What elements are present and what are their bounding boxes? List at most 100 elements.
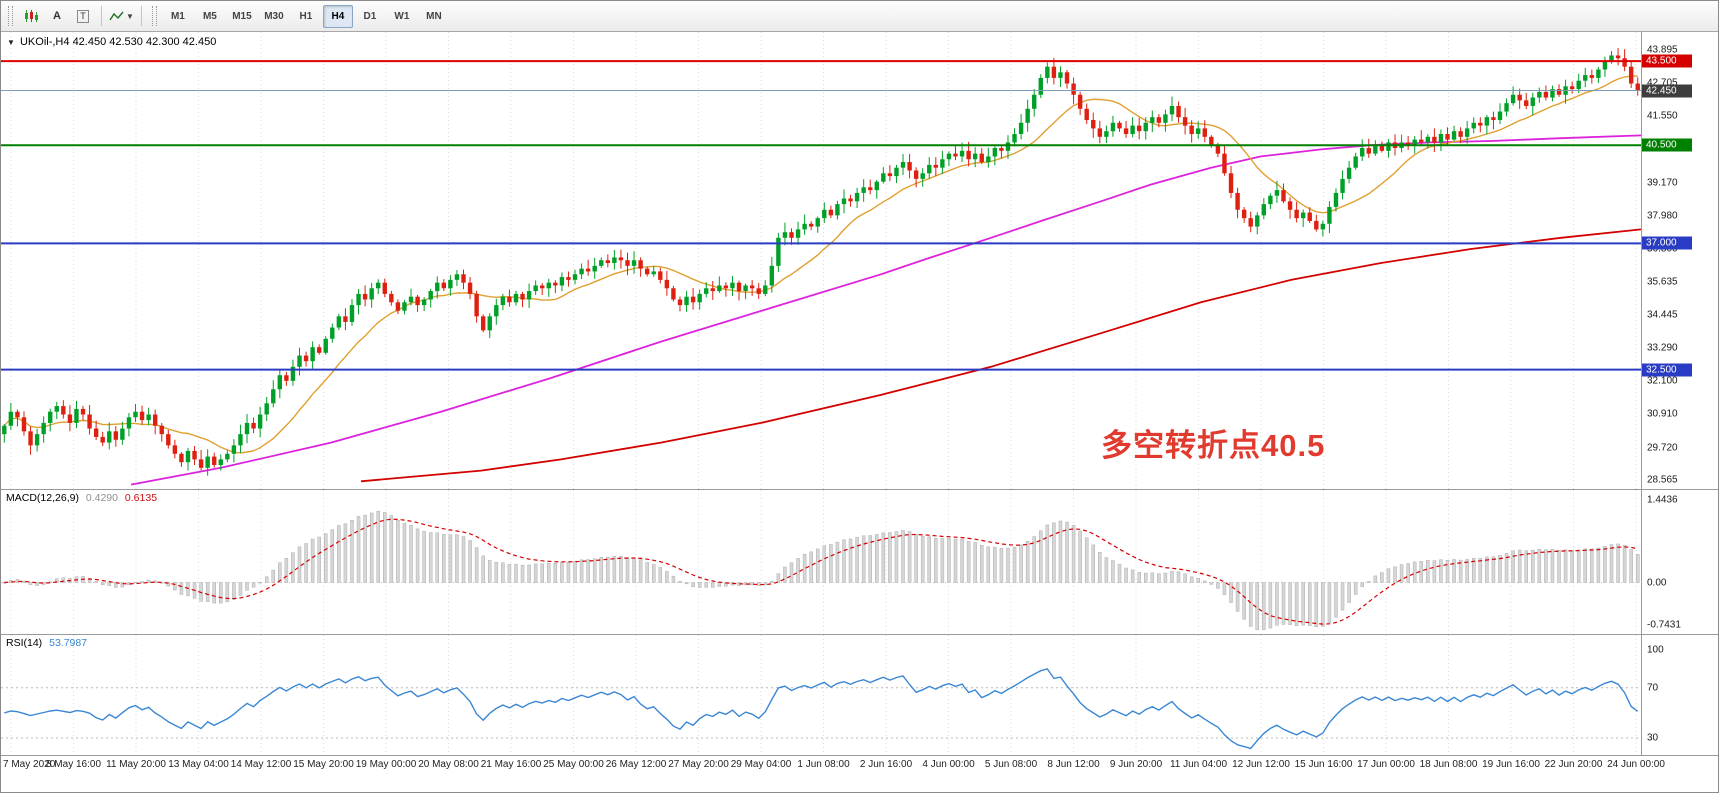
time-tick: 24 Jun 00:00 bbox=[1607, 759, 1665, 770]
macd-axis[interactable]: 1.4436 0.00 -0.7431 bbox=[1641, 490, 1718, 634]
price-tick: 33.290 bbox=[1647, 342, 1678, 353]
macd-main-value: 0.4290 bbox=[85, 492, 118, 504]
chart-symbol: UKOil-,H4 bbox=[19, 36, 70, 48]
bar-chart-icon bbox=[25, 10, 38, 22]
time-tick: 2 Jun 16:00 bbox=[859, 759, 913, 770]
rsi-plot[interactable]: RSI(14) 53.7987 bbox=[1, 635, 1641, 755]
indicator-zigzag-icon bbox=[109, 11, 124, 21]
toolbar-separator bbox=[101, 6, 102, 26]
macd-tick: 1.4436 bbox=[1647, 494, 1678, 506]
macd-name: MACD(12,26,9) bbox=[6, 492, 79, 504]
time-tick: 26 May 12:00 bbox=[605, 759, 667, 770]
chevron-down-icon: ▼ bbox=[126, 11, 134, 21]
timeframe-m30[interactable]: M30 bbox=[264, 10, 284, 22]
price-tick: 34.445 bbox=[1647, 309, 1678, 321]
time-tick: 15 Jun 16:00 bbox=[1294, 759, 1353, 770]
timeframe-m15[interactable]: M15 bbox=[232, 10, 252, 22]
rsi-name: RSI(14) bbox=[6, 637, 43, 649]
price-tag: 43.500 bbox=[1642, 54, 1692, 68]
chart-type-button[interactable] bbox=[19, 4, 43, 28]
price-tag: 37.000 bbox=[1642, 236, 1692, 250]
toolbar-separator bbox=[140, 6, 142, 26]
text-label-icon: A bbox=[53, 10, 61, 22]
macd-chart[interactable] bbox=[1, 490, 1641, 634]
price-tick: 37.980 bbox=[1647, 210, 1678, 222]
macd-signal-value: 0.6135 bbox=[124, 492, 158, 504]
timeframe-h4[interactable]: H4 bbox=[322, 4, 353, 28]
time-tick: 13 May 04:00 bbox=[168, 759, 229, 770]
macd-label: MACD(12,26,9) 0.4290 0.6135 bbox=[6, 492, 157, 504]
main-chart-plot[interactable]: ▼ UKOil-,H4 42.450 42.530 42.300 42.450 … bbox=[1, 32, 1641, 489]
price-tag: 32.500 bbox=[1642, 363, 1692, 377]
rsi-tick: 100 bbox=[1647, 644, 1664, 656]
time-tick: 18 Jun 08:00 bbox=[1419, 759, 1478, 770]
time-tick: 8 May 16:00 bbox=[45, 759, 102, 770]
chart-ohlc-values: 42.450 42.530 42.300 42.450 bbox=[72, 36, 217, 48]
timeframe-mn[interactable]: MN bbox=[426, 10, 442, 22]
rsi-chart[interactable] bbox=[1, 635, 1641, 755]
time-tick: 7 May 2020 bbox=[3, 759, 56, 770]
time-tick: 8 Jun 12:00 bbox=[1047, 759, 1100, 770]
collapse-triangle-icon[interactable]: ▼ bbox=[7, 38, 15, 47]
time-axis[interactable]: 7 May 2020 8 May 16:00 11 May 20:00 13 May … bbox=[1, 756, 1718, 792]
time-tick: 11 Jun 04:00 bbox=[1169, 759, 1228, 770]
price-tag: 42.450 bbox=[1642, 84, 1692, 97]
time-tick: 15 May 20:00 bbox=[293, 759, 354, 770]
time-tick: 12 Jun 12:00 bbox=[1232, 759, 1290, 770]
timeframe-w1[interactable]: W1 bbox=[394, 10, 410, 22]
macd-tick: 0.00 bbox=[1647, 577, 1667, 588]
timeframe-h1[interactable]: H1 bbox=[299, 10, 313, 22]
time-tick: 20 May 08:00 bbox=[418, 759, 479, 770]
time-tick: 29 May 04:00 bbox=[730, 759, 792, 770]
indicators-button[interactable]: ▼ bbox=[108, 4, 135, 28]
price-tick: 41.550 bbox=[1647, 110, 1678, 122]
rsi-value: 53.7987 bbox=[49, 637, 88, 649]
price-tick: 35.635 bbox=[1647, 276, 1678, 288]
price-tick: 28.565 bbox=[1647, 474, 1678, 486]
toolbar-grip[interactable] bbox=[151, 6, 157, 26]
rsi-label: RSI(14) 53.7987 bbox=[6, 637, 87, 649]
price-axis[interactable]: 43.89542.70541.55039.17037.98036.80035.6… bbox=[1641, 32, 1718, 489]
timeframe-m5[interactable]: M5 bbox=[202, 10, 217, 22]
time-tick: 22 Jun 20:00 bbox=[1544, 759, 1603, 770]
time-tick: 4 Jun 00:00 bbox=[922, 759, 975, 770]
timeframe-d1[interactable]: D1 bbox=[363, 10, 377, 22]
time-tick: 14 May 12:00 bbox=[230, 759, 292, 770]
time-tick: 27 May 20:00 bbox=[668, 759, 729, 770]
price-tick: 42.705 bbox=[1647, 78, 1678, 89]
macd-tick: -0.7431 bbox=[1647, 619, 1681, 631]
main-chart-panel: ▼ UKOil-,H4 42.450 42.530 42.300 42.450 … bbox=[1, 32, 1718, 490]
time-tick: 9 Jun 20:00 bbox=[1109, 759, 1163, 770]
annotation-text[interactable]: 多空转折点40.5 bbox=[1101, 428, 1326, 463]
time-tick: 21 May 16:00 bbox=[480, 759, 542, 770]
time-tick: 11 May 20:00 bbox=[106, 759, 166, 770]
text-label-button[interactable]: A bbox=[45, 4, 69, 28]
rsi-tick: 70 bbox=[1647, 682, 1659, 694]
rsi-tick: 30 bbox=[1647, 732, 1659, 744]
toolbar-grip[interactable] bbox=[8, 6, 13, 26]
price-tag: 40.500 bbox=[1642, 138, 1692, 152]
time-tick: 17 Jun 00:00 bbox=[1357, 759, 1415, 770]
price-tick: 39.170 bbox=[1647, 177, 1678, 188]
price-tick: 30.910 bbox=[1647, 408, 1678, 420]
time-tick: 5 Jun 08:00 bbox=[984, 759, 1038, 770]
text-box-icon: T bbox=[77, 9, 89, 23]
price-tick: 43.895 bbox=[1647, 44, 1678, 56]
macd-plot[interactable]: MACD(12,26,9) 0.4290 0.6135 bbox=[1, 490, 1641, 634]
time-tick: 1 Jun 08:00 bbox=[797, 759, 850, 770]
candlestick-chart[interactable] bbox=[1, 32, 1641, 489]
time-tick: 25 May 00:00 bbox=[543, 759, 604, 770]
chart-title: ▼ UKOil-,H4 42.450 42.530 42.300 42.450 bbox=[7, 36, 216, 48]
macd-panel: MACD(12,26,9) 0.4290 0.6135 1.4436 0.00 -0… bbox=[1, 490, 1718, 635]
rsi-panel: RSI(14) 53.7987 100 70 30 bbox=[1, 635, 1718, 756]
timeframe-group: M1 M5 M15 M30 H1 H4 D1 W1 MN bbox=[162, 4, 450, 28]
price-tick: 29.720 bbox=[1647, 442, 1678, 454]
price-tick: 32.100 bbox=[1647, 375, 1678, 387]
time-tick: 19 May 00:00 bbox=[355, 759, 417, 770]
toolbar: A T ▼ M1 M5 M15 M30 H1 H4 D1 W1 MN bbox=[1, 1, 1718, 32]
rsi-axis[interactable]: 100 70 30 bbox=[1641, 635, 1718, 755]
text-box-button[interactable]: T bbox=[71, 4, 95, 28]
time-tick: 19 Jun 16:00 bbox=[1482, 759, 1540, 770]
timeframe-m1[interactable]: M1 bbox=[170, 10, 185, 22]
